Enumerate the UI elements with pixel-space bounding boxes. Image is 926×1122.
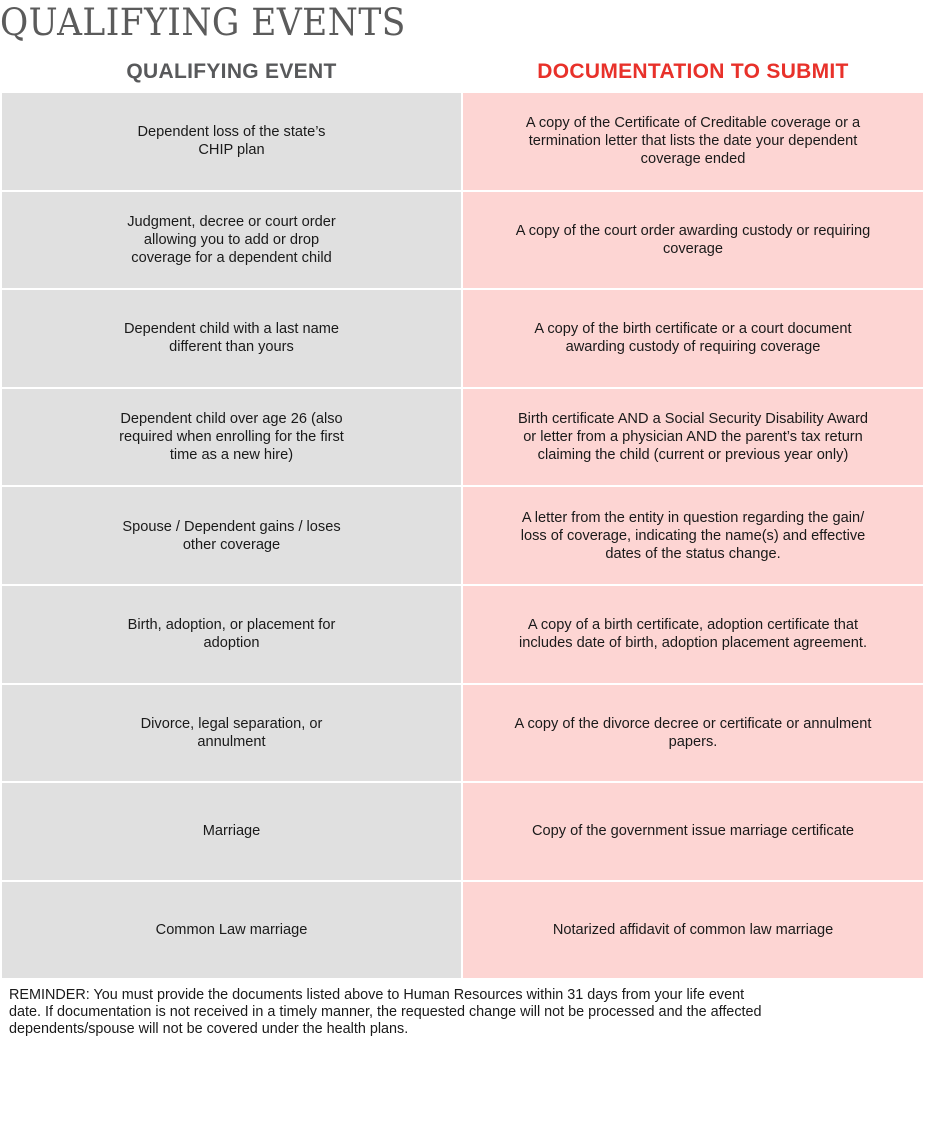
documentation-cell: A copy of the birth certificate or a cou… <box>463 290 923 387</box>
column-header-documentation: DOCUMENTATION TO SUBMIT <box>537 60 849 83</box>
table-row: Dependent child over age 26 (also requir… <box>2 388 923 486</box>
event-cell: Dependent child with a last name differe… <box>2 290 461 387</box>
event-cell: Dependent loss of the state’s CHIP plan <box>2 93 461 190</box>
event-cell: Judgment, decree or court order allowing… <box>2 191 461 289</box>
table-row: Marriage Copy of the government issue mar… <box>2 783 923 880</box>
documentation-cell: A copy of the court order awarding custo… <box>463 191 923 289</box>
documentation-cell: A copy of the divorce decree or certific… <box>463 684 923 782</box>
documentation-cell: A letter from the entity in question reg… <box>463 487 923 584</box>
documentation-cell: A copy of a birth certificate, adoption … <box>463 585 923 683</box>
page-title: QUALIFYING EVENTS <box>0 1 406 44</box>
column-header-event: QUALIFYING EVENT <box>126 60 337 83</box>
event-cell: Common Law marriage <box>2 881 461 979</box>
event-cell: Divorce, legal separation, or annulment <box>2 684 461 782</box>
table-row: Common Law marriage Notarized affidavit o… <box>2 881 923 979</box>
table-row: Judgment, decree or court order allowing… <box>2 191 923 289</box>
table-row: Spouse / Dependent gains / loses other c… <box>2 487 923 584</box>
table-row: Divorce, legal separation, or annulment A… <box>2 684 923 782</box>
table-row: Dependent loss of the state’s CHIP plan A… <box>2 93 923 190</box>
documentation-cell: Birth certificate AND a Social Security … <box>463 388 923 486</box>
documentation-cell: Notarized affidavit of common law marria… <box>463 881 923 979</box>
event-cell: Dependent child over age 26 (also requir… <box>2 388 461 486</box>
reminder-note: REMINDER: You must provide the documents… <box>9 987 762 1037</box>
table-row: Dependent child with a last name differe… <box>2 290 923 387</box>
qualifying-events-table: Dependent loss of the state’s CHIP plan A… <box>2 93 923 980</box>
documentation-cell: A copy of the Certificate of Creditable … <box>463 93 923 190</box>
table-row: Birth, adoption, or placement for adopti… <box>2 585 923 683</box>
event-cell: Spouse / Dependent gains / loses other c… <box>2 487 461 584</box>
event-cell: Birth, adoption, or placement for adopti… <box>2 585 461 683</box>
event-cell: Marriage <box>2 783 461 880</box>
documentation-cell: Copy of the government issue marriage ce… <box>463 783 923 880</box>
